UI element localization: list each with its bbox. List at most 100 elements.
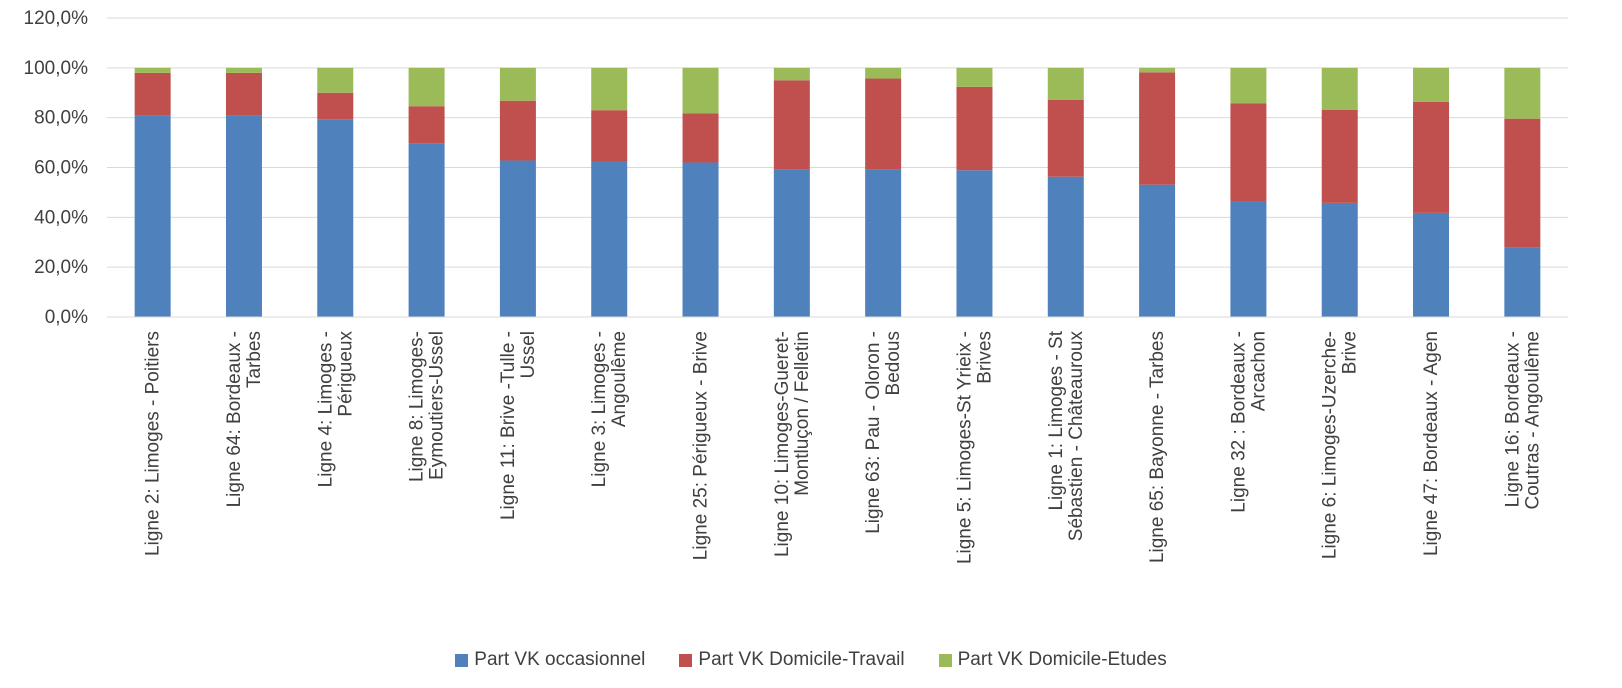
bar-segment-domicile-etudes	[682, 67, 719, 114]
x-tick-label: Ligne 5: Limoges-St Yrieix - Brives	[954, 331, 995, 564]
y-tick-label: 120,0%	[24, 8, 89, 29]
x-tick-label-line: Périgueux	[335, 331, 356, 417]
x-tick-label-line: Arcachon	[1248, 331, 1269, 411]
y-tick-label: 0,0%	[45, 307, 88, 328]
y-tick-label: 40,0%	[34, 207, 88, 228]
x-tick-label: Ligne 4: Limoges - Périgueux	[315, 331, 356, 488]
bar-segment-occasionnel	[1230, 201, 1267, 317]
x-tick-label-line: Eymoutiers-Ussel	[427, 331, 448, 480]
legend-item-domicile-etudes: Part VK Domicile-Etudes	[938, 649, 1167, 671]
x-tick-label-line: Ligne 11: Brive -Tulle -	[498, 331, 519, 520]
bar-segment-domicile-etudes	[773, 67, 810, 81]
x-tick-label-line: Ligne 16: Bordeaux -	[1502, 331, 1523, 507]
legend-item-occasionnel: Part VK occasionnel	[455, 649, 645, 671]
x-tick-label-line: Ligne 64: Bordeaux -	[224, 331, 245, 507]
bar-segment-domicile-travail	[1321, 109, 1358, 203]
legend-swatch-domicile-etudes	[938, 653, 952, 667]
bars	[134, 67, 1541, 317]
bar-segment-domicile-travail	[499, 100, 536, 161]
bar-segment-domicile-etudes	[1139, 67, 1176, 73]
bar-segment-domicile-etudes	[317, 67, 354, 93]
bar-segment-domicile-travail	[317, 92, 354, 120]
x-tick-label: Ligne 63: Pau - Oloron - Bedous	[863, 331, 904, 534]
bar-segment-occasionnel	[1047, 176, 1084, 317]
bar-segment-occasionnel	[317, 119, 354, 317]
bar-segment-occasionnel	[1139, 184, 1176, 317]
y-tick-label: 60,0%	[34, 158, 88, 179]
x-tick-label-line: Ligne 25: Périgueux - Brive	[691, 331, 712, 560]
x-tick-label-line: Ussel	[518, 331, 539, 379]
x-tick-label-line: Ligne 1: Limoges - St	[1046, 330, 1067, 510]
x-tick-label-line: Montluçon / Felletin	[792, 331, 813, 496]
bar-segment-domicile-travail	[591, 110, 628, 162]
x-tick-label-line: Sébastien - Châteauroux	[1066, 331, 1087, 542]
bar-segment-domicile-etudes	[1504, 67, 1541, 119]
bar-segment-occasionnel	[865, 169, 902, 317]
x-tick-label-line: Ligne 4: Limoges -	[315, 331, 336, 487]
bar-segment-domicile-travail	[773, 80, 810, 170]
x-tick-label-line: Ligne 10: Limoges-Gueret-	[772, 331, 793, 557]
bar-segment-domicile-travail	[865, 78, 902, 170]
y-tick-label: 80,0%	[34, 108, 88, 129]
x-tick-label: Ligne 11: Brive -Tulle - Ussel	[498, 331, 539, 520]
legend-label-domicile-travail: Part VK Domicile-Travail	[698, 649, 905, 670]
bar-segment-domicile-travail	[1047, 99, 1084, 177]
y-tick-label: 20,0%	[34, 257, 88, 278]
x-tick-label-line: Angoulême	[609, 331, 630, 427]
bar-segment-domicile-travail	[408, 106, 445, 144]
bar-segment-domicile-travail	[225, 72, 262, 116]
bar-segment-domicile-etudes	[1321, 67, 1358, 110]
bar-segment-occasionnel	[225, 115, 262, 317]
bar-segment-occasionnel	[408, 143, 445, 317]
x-tick-label: Ligne 65: Bayonne - Tarbes	[1147, 331, 1168, 563]
legend-item-domicile-travail: Part VK Domicile-Travail	[679, 649, 905, 671]
bar-segment-domicile-travail	[1230, 103, 1267, 202]
x-axis-category-labels: Ligne 2: Limoges - Poitiers Ligne 64: Bor…	[143, 330, 1544, 564]
x-tick-label: Ligne 8: Limoges- Eymoutiers-Ussel	[407, 331, 448, 482]
x-tick-label-line: Ligne 63: Pau - Oloron -	[863, 331, 884, 534]
bar-segment-domicile-travail	[1413, 101, 1450, 213]
x-tick-label-line: Tarbes	[244, 331, 265, 388]
bar-segment-domicile-etudes	[134, 67, 171, 73]
bar-segment-domicile-travail	[956, 86, 993, 171]
bar-segment-occasionnel	[499, 160, 536, 317]
bar-segment-domicile-travail	[1504, 118, 1541, 248]
y-axis-tick-labels: 0,0% 20,0% 40,0% 60,0% 80,0% 100,0% 120,0%	[24, 8, 89, 328]
legend-label-occasionnel: Part VK occasionnel	[474, 649, 646, 670]
x-tick-label: Ligne 10: Limoges-Gueret- Montluçon / Fel…	[772, 331, 813, 557]
bar-segment-domicile-etudes	[591, 67, 628, 111]
x-tick-label-line: Brive	[1340, 331, 1361, 374]
x-tick-label-line: Ligne 65: Bayonne - Tarbes	[1147, 331, 1168, 563]
x-tick-label-line: Ligne 5: Limoges-St Yrieix -	[954, 331, 975, 564]
x-tick-label: Ligne 2: Limoges - Poitiers	[143, 331, 164, 556]
x-tick-label-line: Ligne 32 : Bordeaux -	[1228, 331, 1249, 513]
x-tick-label: Ligne 32 : Bordeaux - Arcachon	[1228, 331, 1269, 513]
x-tick-label: Ligne 16: Bordeaux - Coutras - Angoulême	[1502, 331, 1543, 510]
x-tick-label-line: Ligne 3: Limoges -	[589, 331, 610, 487]
bar-segment-domicile-travail	[682, 113, 719, 163]
bar-segment-domicile-etudes	[499, 67, 536, 101]
x-tick-label: Ligne 6: Limoges-Uzerche- Brive	[1320, 331, 1361, 559]
x-tick-label-line: Coutras - Angoulême	[1522, 331, 1543, 510]
x-tick-label: Ligne 1: Limoges - St Sébastien - Château…	[1046, 330, 1087, 541]
bar-segment-occasionnel	[134, 115, 171, 317]
x-tick-label-line: Bedous	[883, 331, 904, 395]
legend-swatch-domicile-travail	[679, 653, 693, 667]
x-tick-label-line: Ligne 2: Limoges - Poitiers	[143, 331, 164, 556]
bar-segment-occasionnel	[1321, 202, 1358, 317]
bar-segment-domicile-travail	[134, 72, 171, 116]
bar-segment-domicile-etudes	[225, 67, 262, 73]
bar-segment-domicile-etudes	[1230, 67, 1267, 104]
legend-label-domicile-etudes: Part VK Domicile-Etudes	[957, 649, 1167, 670]
bar-segment-occasionnel	[773, 169, 810, 317]
bar-segment-domicile-etudes	[1047, 67, 1084, 100]
x-tick-label-line: Ligne 6: Limoges-Uzerche-	[1320, 331, 1341, 559]
bar-segment-occasionnel	[1504, 247, 1541, 317]
x-tick-label-line: Ligne 8: Limoges-	[407, 331, 428, 482]
bar-segment-domicile-etudes	[865, 67, 902, 79]
x-tick-label: Ligne 3: Limoges - Angoulême	[589, 331, 630, 487]
bar-segment-domicile-etudes	[956, 67, 993, 87]
bar-segment-occasionnel	[1413, 212, 1450, 317]
x-tick-label: Ligne 64: Bordeaux - Tarbes	[224, 331, 265, 507]
